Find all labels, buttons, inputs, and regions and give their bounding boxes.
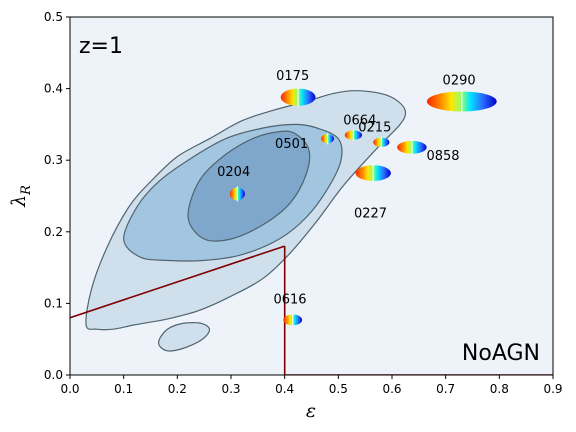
galaxy-label-0616: 0616 (273, 292, 306, 307)
galaxy-label-0227: 0227 (354, 207, 387, 222)
y-axis-ticks: 0.0 0.1 0.2 0.3 0.4 0.5 (44, 10, 70, 382)
galaxy-label-0175: 0175 (276, 69, 309, 84)
galaxy-label-0858: 0858 (426, 149, 459, 164)
galaxy-label-0204: 0204 (217, 165, 250, 180)
galaxy-0175 (280, 87, 316, 107)
x-tick-label-1: 0.1 (114, 382, 133, 396)
galaxy-label-0215: 0215 (358, 121, 391, 136)
y-tick-label-3: 0.3 (44, 153, 63, 167)
x-tick-label-0: 0.0 (60, 382, 79, 396)
y-tick-label-0: 0.0 (44, 368, 63, 382)
density-contours (85, 90, 407, 352)
galaxy-0227 (355, 164, 391, 182)
y-tick-label-5: 0.5 (44, 10, 63, 24)
galaxy-label-0664: 0664 (343, 113, 376, 128)
galaxy-0215 (344, 129, 362, 141)
x-tick-label-8: 0.8 (490, 382, 509, 396)
galaxy-0501 (373, 136, 390, 148)
boundary-lines (70, 245, 553, 375)
galaxy-0858 (397, 139, 427, 155)
galaxy-label-0290: 0290 (443, 73, 476, 88)
boundary-line-0 (70, 245, 285, 319)
x-axis-label: ε (306, 400, 316, 422)
x-axis-ticks: 0.0 0.1 0.2 0.3 0.4 0.5 0.6 0.7 0.8 0.9 (60, 375, 563, 396)
galaxy-markers (229, 87, 497, 327)
galaxy-label-0501: 0501 (275, 137, 308, 152)
x-tick-label-5: 0.5 (329, 382, 348, 396)
galaxy-0616 (283, 313, 303, 327)
panel-label: z=1 (79, 34, 123, 59)
x-tick-label-2: 0.2 (168, 382, 187, 396)
x-tick-label-7: 0.7 (436, 382, 455, 396)
x-tick-label-9: 0.9 (543, 382, 562, 396)
x-tick-label-4: 0.4 (275, 382, 294, 396)
y-tick-label-2: 0.2 (44, 225, 63, 239)
galaxy-0664 (321, 133, 334, 145)
y-tick-label-4: 0.4 (44, 82, 63, 96)
x-tick-label-3: 0.3 (221, 382, 240, 396)
galaxy-0204 (229, 186, 245, 202)
x-tick-label-6: 0.6 (382, 382, 401, 396)
contour-outer-1 (157, 322, 211, 352)
contour-inner-3 (187, 130, 311, 242)
model-label: NoAGN (462, 341, 540, 366)
y-tick-label-1: 0.1 (44, 296, 63, 310)
plot-frame (69, 16, 554, 376)
galaxy-0290 (426, 90, 497, 113)
y-axis-label: λR (8, 185, 34, 208)
